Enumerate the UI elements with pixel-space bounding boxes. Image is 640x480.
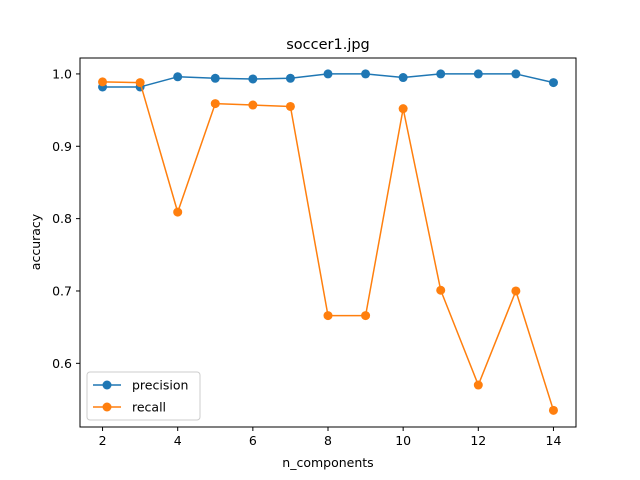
precision-point xyxy=(323,69,333,79)
precision-point xyxy=(285,73,295,83)
precision-point xyxy=(398,73,408,83)
legend-box xyxy=(86,371,201,421)
plot-frame xyxy=(79,57,577,428)
series-layer xyxy=(98,69,558,415)
precision-point xyxy=(173,72,183,82)
axis-ticks: 2 4 6 8 10 12 14 0.6 0.7 0.8 0.9 1.0 xyxy=(52,66,561,448)
x-tick-label: 6 xyxy=(249,433,257,448)
legend: precision recall xyxy=(86,371,201,421)
y-tick-label: 0.7 xyxy=(52,283,72,298)
y-tick-label: 0.6 xyxy=(52,356,72,371)
recall-point xyxy=(98,77,108,87)
precision-point xyxy=(473,69,483,79)
x-tick-label: 14 xyxy=(546,433,562,448)
chart-title: soccer1.jpg xyxy=(286,37,370,53)
recall-point xyxy=(548,405,558,415)
precision-point xyxy=(210,73,220,83)
recall-point xyxy=(285,101,295,111)
recall-point xyxy=(511,286,521,296)
recall-point xyxy=(135,78,145,88)
x-tick-label: 10 xyxy=(395,433,411,448)
precision-point xyxy=(248,74,258,84)
x-tick-label: 4 xyxy=(174,433,182,448)
y-axis-label: accuracy xyxy=(28,213,43,270)
y-tick-label: 0.8 xyxy=(52,211,72,226)
recall-point xyxy=(210,99,220,109)
precision-point xyxy=(511,69,521,79)
recall-point xyxy=(248,100,258,110)
y-tick-label: 1.0 xyxy=(52,66,72,81)
legend-recall-label: recall xyxy=(132,400,166,415)
x-tick-label: 8 xyxy=(324,433,332,448)
recall-point xyxy=(398,104,408,114)
precision-point xyxy=(548,78,558,88)
legend-recall-marker xyxy=(102,402,112,412)
recall-point xyxy=(173,207,183,217)
precision-point xyxy=(436,69,446,79)
x-axis-label: n_components xyxy=(282,455,373,470)
x-tick-label: 2 xyxy=(99,433,107,448)
plot-area xyxy=(80,58,576,427)
legend-precision-label: precision xyxy=(132,378,188,393)
recall-point xyxy=(361,311,371,321)
recall-point xyxy=(323,311,333,321)
precision-point xyxy=(361,69,371,79)
y-tick-label: 0.9 xyxy=(52,139,72,154)
recall-point xyxy=(436,285,446,295)
legend-precision-marker xyxy=(102,380,112,390)
recall-point xyxy=(473,380,483,390)
x-tick-label: 12 xyxy=(470,433,486,448)
